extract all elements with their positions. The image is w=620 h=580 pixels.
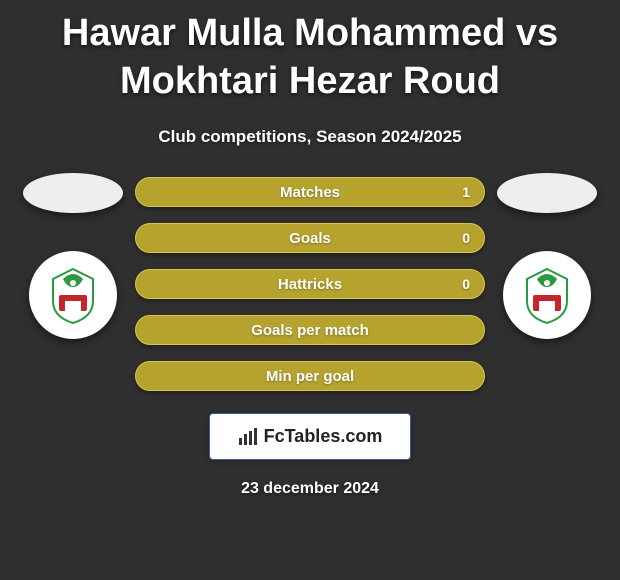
- subtitle: Club competitions, Season 2024/2025: [158, 111, 461, 173]
- stat-matches: Matches 1: [135, 177, 485, 207]
- brand-box[interactable]: FcTables.com: [209, 413, 412, 460]
- club-left-badge: [43, 265, 103, 325]
- brand-text: FcTables.com: [264, 426, 383, 447]
- comparison-card: Hawar Mulla Mohammed vs Mokhtari Hezar R…: [0, 0, 620, 498]
- player-right-avatar: [497, 173, 597, 213]
- stat-label: Goals: [289, 230, 331, 247]
- page-title: Hawar Mulla Mohammed vs Mokhtari Hezar R…: [0, 10, 620, 111]
- stat-label: Matches: [280, 184, 340, 201]
- stat-right-value: 1: [462, 184, 470, 200]
- club-right-circle: [503, 251, 591, 339]
- bar-chart-icon: [238, 428, 258, 446]
- date-line: 23 december 2024: [241, 460, 379, 498]
- stat-label: Min per goal: [266, 368, 354, 385]
- stat-label: Hattricks: [278, 276, 342, 293]
- comparison-row: Matches 1 Goals 0 Hattricks 0 Goals per …: [0, 173, 620, 391]
- stat-right-value: 0: [462, 276, 470, 292]
- left-column: [23, 173, 123, 339]
- stat-right-value: 0: [462, 230, 470, 246]
- club-right-badge: [517, 265, 577, 325]
- stat-label: Goals per match: [251, 322, 369, 339]
- player-left-avatar: [23, 173, 123, 213]
- stat-hattricks: Hattricks 0: [135, 269, 485, 299]
- stats-column: Matches 1 Goals 0 Hattricks 0 Goals per …: [135, 173, 485, 391]
- stat-goals-per-match: Goals per match: [135, 315, 485, 345]
- right-column: [497, 173, 597, 339]
- club-badge-icon: [517, 265, 577, 325]
- club-left-circle: [29, 251, 117, 339]
- stat-goals: Goals 0: [135, 223, 485, 253]
- club-badge-icon: [43, 265, 103, 325]
- stat-min-per-goal: Min per goal: [135, 361, 485, 391]
